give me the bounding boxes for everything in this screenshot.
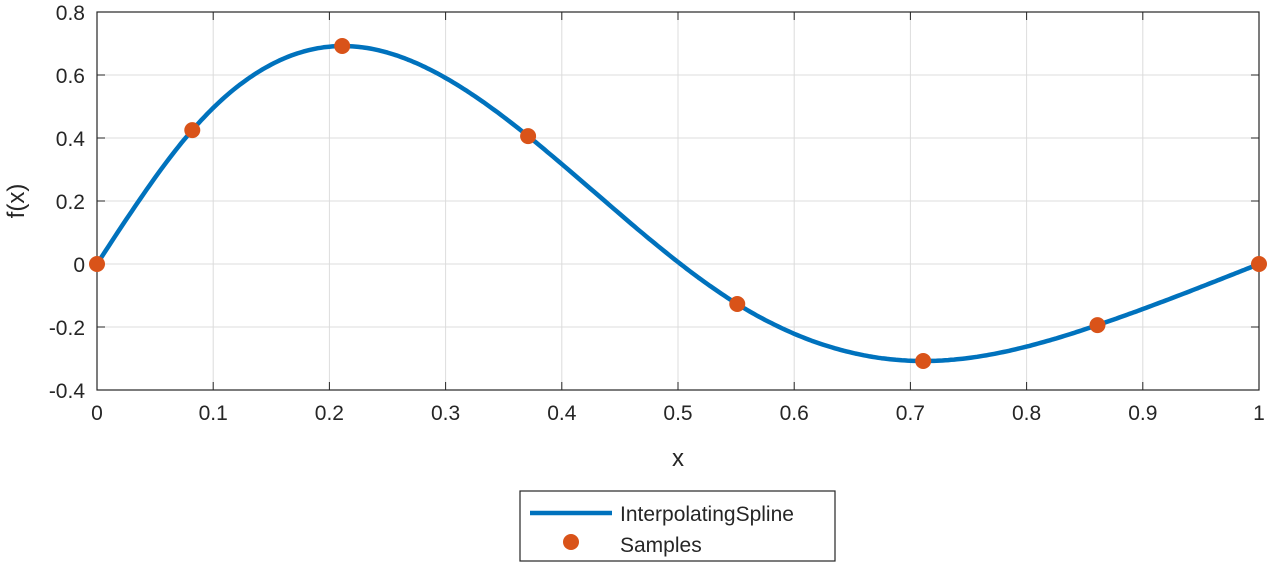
y-tick-label: 0.4 xyxy=(56,128,86,151)
x-tick-label: 0.2 xyxy=(315,402,344,425)
sample-point xyxy=(1251,256,1267,272)
grid xyxy=(96,11,1260,391)
legend-label-spline: InterpolatingSpline xyxy=(620,503,794,526)
y-tick-label: 0.6 xyxy=(56,65,85,88)
y-tick-label: 0.2 xyxy=(56,191,85,214)
x-tick-label: 0.1 xyxy=(199,402,228,425)
legend-label-samples: Samples xyxy=(620,534,702,557)
sample-point xyxy=(334,38,351,55)
sample-point xyxy=(89,256,105,272)
x-tick-label: 1 xyxy=(1253,402,1265,425)
x-tick-label: 0 xyxy=(91,402,103,425)
y-tick-label: 0 xyxy=(73,254,85,277)
sample-point xyxy=(915,353,932,370)
x-tick-label: 0.9 xyxy=(1128,402,1157,425)
sample-point xyxy=(729,296,746,313)
y-tick-label: 0.8 xyxy=(56,2,85,25)
spline-line xyxy=(95,43,1260,364)
ticks: 0 0.1 0.2 0.3 0.4 0.5 0.6 0.7 0.8 0.9 1 -0.4 -0.2 0 0.… xyxy=(49,2,1265,425)
x-tick-label: 0.6 xyxy=(780,402,809,425)
sample-point xyxy=(1089,317,1106,334)
sample-points xyxy=(89,38,1267,370)
x-tick-label: 0.8 xyxy=(1012,402,1041,425)
x-tick-label: 0.3 xyxy=(431,402,460,425)
legend[interactable]: InterpolatingSpline Samples xyxy=(519,490,836,562)
y-tick-label: -0.4 xyxy=(49,380,86,403)
x-tick-label: 0.5 xyxy=(663,402,692,425)
sample-point xyxy=(184,122,201,139)
x-axis-label: x xyxy=(672,445,684,472)
sample-point xyxy=(520,128,537,145)
y-axis-label: f(x) xyxy=(3,184,30,219)
y-tick-label: -0.2 xyxy=(49,317,85,340)
x-tick-label: 0.4 xyxy=(547,402,577,425)
legend-marker-swatch xyxy=(563,534,579,550)
x-tick-label: 0.7 xyxy=(896,402,925,425)
